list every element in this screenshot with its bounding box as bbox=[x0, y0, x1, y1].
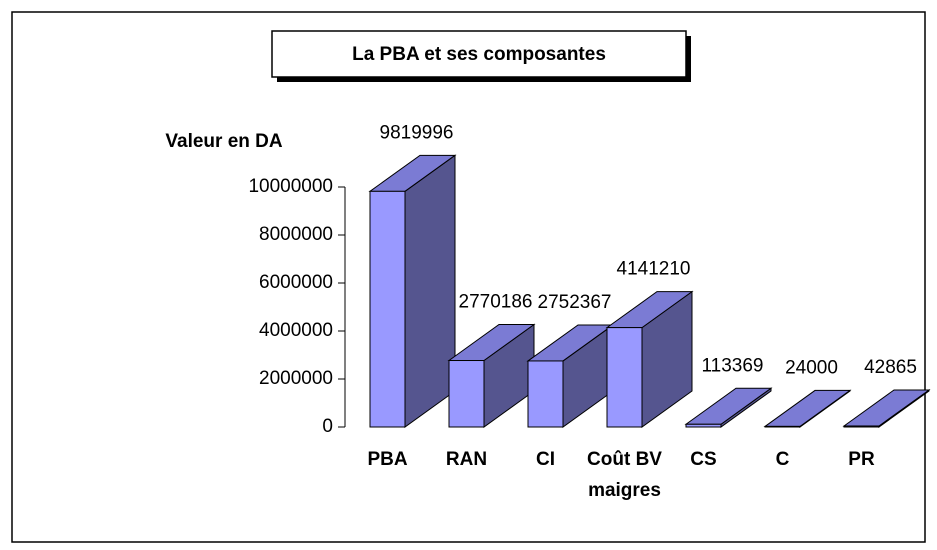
value-label: 42865 bbox=[864, 357, 917, 378]
chart-title: La PBA et ses composantes bbox=[352, 44, 606, 65]
bar bbox=[369, 190, 406, 428]
bar bbox=[448, 360, 485, 428]
y-tick-label: 8000000 bbox=[259, 224, 333, 245]
x-tick-label: Coût BV maigres bbox=[587, 449, 662, 501]
y-tick-label: 6000000 bbox=[259, 272, 333, 293]
x-tick-label: RAN bbox=[445, 449, 488, 470]
value-label: 24000 bbox=[785, 357, 838, 378]
bar-side bbox=[404, 154, 456, 428]
chart-frame bbox=[11, 11, 926, 543]
y-tick-label: 10000000 bbox=[248, 176, 333, 197]
x-tick-label: C bbox=[775, 449, 790, 470]
value-label: 2770186 bbox=[459, 292, 533, 313]
value-label: 4141210 bbox=[617, 259, 691, 280]
x-tick-label: PR bbox=[848, 449, 875, 470]
value-label: 2752367 bbox=[538, 292, 612, 313]
bar bbox=[527, 360, 564, 428]
y-tick-label: 4000000 bbox=[259, 320, 333, 341]
bar bbox=[606, 327, 643, 428]
y-axis-label: Valeur en DA bbox=[165, 131, 282, 152]
x-tick-label: CS bbox=[690, 449, 717, 470]
x-tick-label: PBA bbox=[367, 449, 408, 470]
bar bbox=[764, 425, 801, 428]
y-tick-label: 2000000 bbox=[259, 368, 333, 389]
x-tick-label: CI bbox=[536, 449, 555, 470]
title-box bbox=[271, 30, 687, 78]
bar bbox=[685, 423, 722, 428]
y-tick-label: 0 bbox=[322, 416, 333, 437]
value-label: 113369 bbox=[702, 355, 764, 376]
value-label: 9819996 bbox=[380, 122, 454, 143]
bar bbox=[843, 425, 880, 428]
